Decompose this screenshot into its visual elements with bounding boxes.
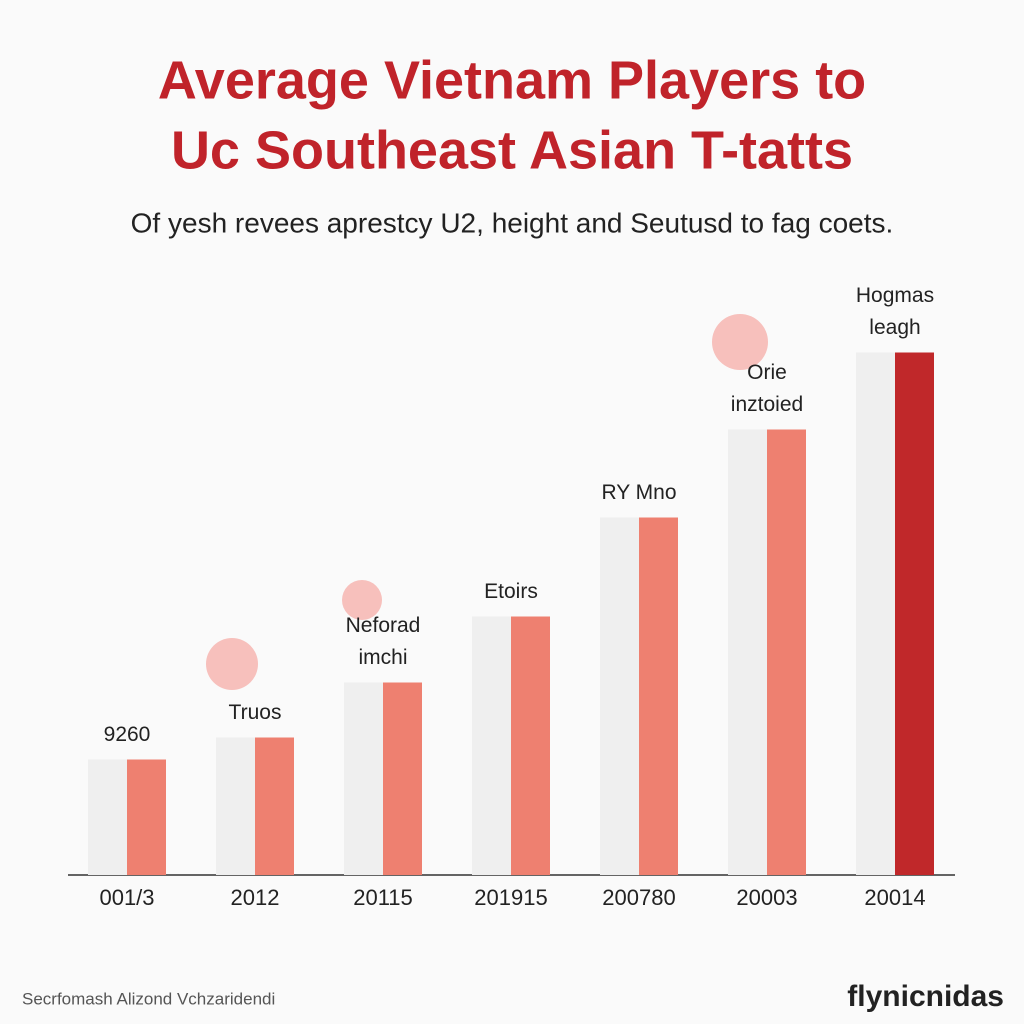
x-tick-label: 201915 xyxy=(474,885,547,910)
x-tick-label: 20014 xyxy=(864,885,925,910)
data-annotation: leagh xyxy=(869,316,920,339)
bar xyxy=(344,682,383,875)
bar xyxy=(383,682,422,875)
bar xyxy=(127,759,166,875)
bar xyxy=(728,429,767,875)
bar xyxy=(856,352,895,875)
bar xyxy=(895,352,934,875)
x-tick-label: 20003 xyxy=(736,885,797,910)
x-tick-label: 200780 xyxy=(602,885,675,910)
data-annotation: Truos xyxy=(229,701,282,724)
flower-icon xyxy=(206,638,258,690)
data-annotation: RY Mno xyxy=(601,481,676,504)
chart-title: Uc Southeast Asian T-tatts xyxy=(171,120,853,180)
bar xyxy=(472,616,511,875)
x-tick-label: 001/3 xyxy=(99,885,154,910)
data-annotation: 9260 xyxy=(104,723,151,746)
x-tick-label: 20115 xyxy=(353,885,413,910)
footer-note: Secrfomash Alizond Vchzaridendi xyxy=(22,989,275,1008)
bar xyxy=(255,737,294,875)
data-annotation: Hogmas xyxy=(856,284,934,307)
brand: flynicnidas xyxy=(847,980,1004,1013)
chart-title: Average Vietnam Players to xyxy=(158,50,866,110)
data-annotation: Orie xyxy=(747,361,787,384)
decorations xyxy=(206,314,768,690)
flower-icon xyxy=(342,580,382,620)
bar xyxy=(767,429,806,875)
bar xyxy=(639,517,678,875)
flower-icon xyxy=(712,314,768,370)
data-annotation: Etoirs xyxy=(484,580,538,603)
data-annotation: Neforad xyxy=(346,614,421,637)
data-annotation: imchi xyxy=(358,646,407,669)
x-tick-label: 2012 xyxy=(231,885,280,910)
chart-subtitle: Of yesh revees aprestcy U2, height and S… xyxy=(131,207,894,238)
bar xyxy=(88,759,127,875)
data-annotation: inztoied xyxy=(731,393,803,416)
bar xyxy=(600,517,639,875)
bar xyxy=(216,737,255,875)
bar xyxy=(511,616,550,875)
